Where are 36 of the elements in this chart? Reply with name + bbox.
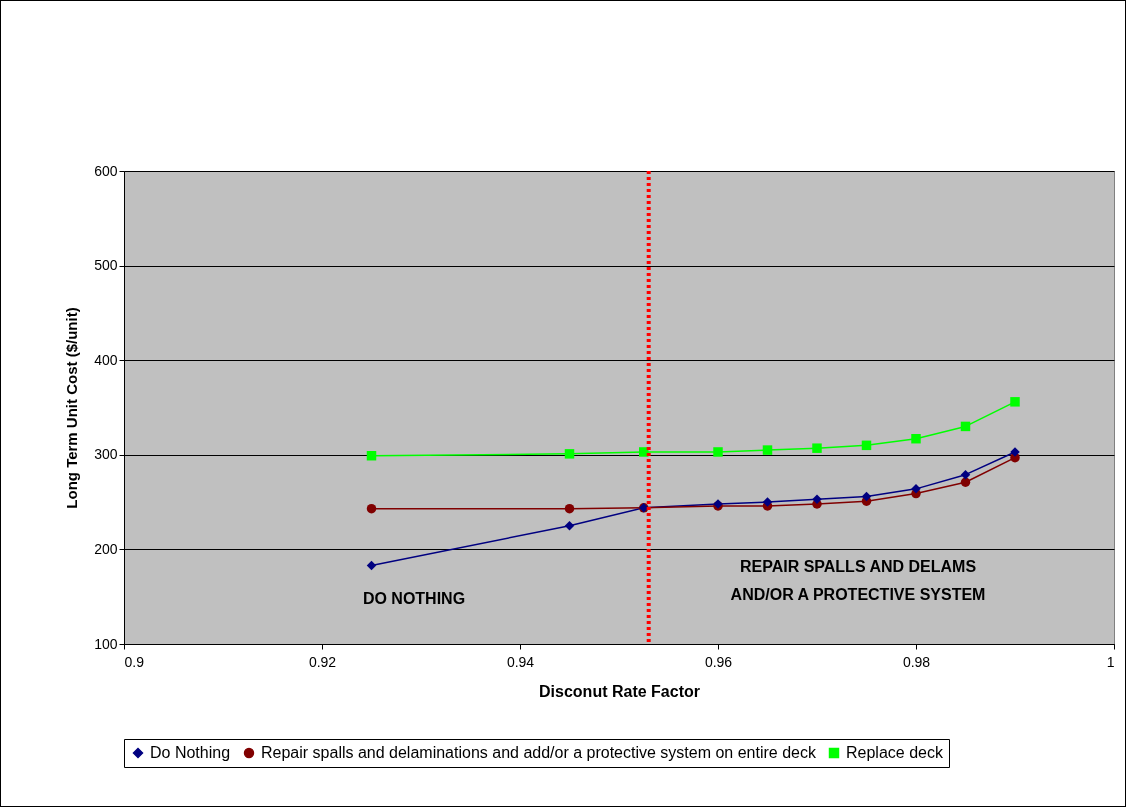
y-axis-title: Long Term Unit Cost ($/unit) <box>63 307 81 509</box>
legend-label: Do Nothing <box>150 744 231 761</box>
point <box>366 451 377 461</box>
y-tick-label: 500 <box>94 257 118 274</box>
x-tick-label: 1 <box>1106 653 1115 670</box>
point <box>564 521 575 531</box>
legend-label: Replace deck <box>846 744 944 761</box>
point <box>564 503 575 514</box>
x-tick-label: 0.92 <box>308 653 337 670</box>
point <box>812 443 822 453</box>
x-tick-label: 0.96 <box>704 653 733 670</box>
x-axis-title: Disconut Rate Factor <box>539 682 700 700</box>
point <box>861 440 872 451</box>
x-tick-label: 0.94 <box>506 653 535 670</box>
legend-label: Repair spalls and delaminations and add/or a protective system on entire deck <box>261 744 817 761</box>
y-tick-label: 600 <box>94 162 118 179</box>
y-tick-label: 300 <box>94 446 118 463</box>
point <box>911 433 921 444</box>
point <box>861 491 872 502</box>
x-tick-label: 0.98 <box>902 653 931 670</box>
y-tick-label: 100 <box>94 635 118 652</box>
annotation: REPAIR SPALLS AND DELAMS AND/OR A PROTECTIVE SYSTEM <box>730 558 986 603</box>
point <box>366 503 377 514</box>
point <box>1010 397 1020 407</box>
point <box>366 560 377 571</box>
x-tick-label: 0.9 <box>124 653 145 670</box>
point <box>564 449 575 459</box>
point <box>960 469 971 480</box>
point <box>713 447 723 457</box>
y-tick-label: 400 <box>94 351 118 368</box>
point <box>762 445 773 455</box>
annotation: DO NOTHING <box>362 590 466 607</box>
y-tick-label: 200 <box>94 540 118 557</box>
point <box>960 477 971 487</box>
point <box>762 497 773 507</box>
point <box>960 421 971 432</box>
